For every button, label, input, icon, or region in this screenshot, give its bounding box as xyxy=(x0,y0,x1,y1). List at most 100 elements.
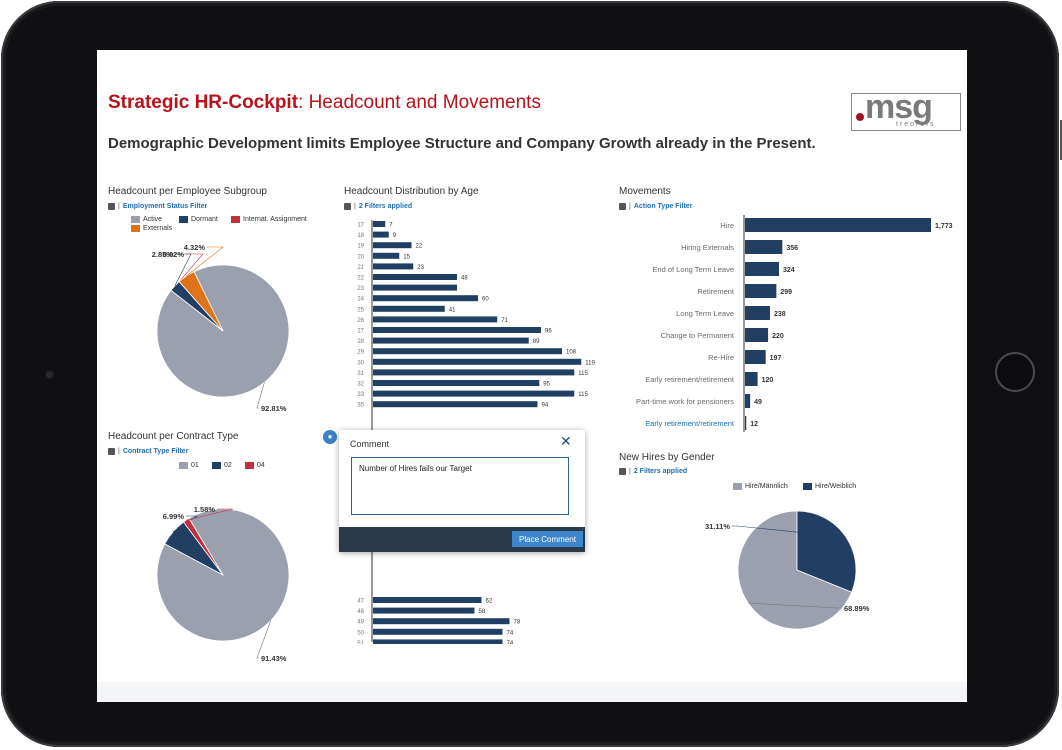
bar[interactable] xyxy=(373,628,503,635)
value-label: 71 xyxy=(501,318,508,324)
age-title: Headcount Distribution by Age xyxy=(344,186,479,197)
gender-legend: Hire/Männlich Hire/Weiblich xyxy=(733,483,893,493)
subgroup-filter[interactable]: | Employment Status Filter xyxy=(108,203,207,210)
bar[interactable] xyxy=(745,372,758,386)
value-label: 108 xyxy=(566,350,577,356)
bar[interactable] xyxy=(373,597,482,603)
bar[interactable] xyxy=(745,350,766,364)
bar[interactable] xyxy=(373,401,538,408)
data-label: 1.58% xyxy=(194,505,216,514)
bar[interactable] xyxy=(745,394,751,408)
bar[interactable] xyxy=(373,337,529,344)
category-label: Part-time work for pensioners xyxy=(636,397,734,406)
legend-item[interactable]: Active xyxy=(131,216,162,223)
bar[interactable] xyxy=(745,284,777,298)
bar[interactable] xyxy=(373,274,457,280)
age-filter[interactable]: | 2 Filters applied xyxy=(344,203,412,210)
bar[interactable] xyxy=(373,305,445,312)
value-label: 49 xyxy=(754,399,762,406)
comment-textarea[interactable]: Number of Hires fails our Target xyxy=(351,457,569,515)
data-label: 68.89% xyxy=(844,604,870,613)
value-label: 356 xyxy=(786,245,798,252)
contract-title: Headcount per Contract Type xyxy=(108,431,239,442)
legend-item[interactable]: Internat. Assignment xyxy=(231,216,307,223)
value-label: 95 xyxy=(543,382,550,388)
value-label: 94 xyxy=(542,403,549,409)
home-button[interactable] xyxy=(995,352,1035,392)
bar[interactable] xyxy=(373,358,582,365)
screen: Strategic HR-Cockpit: Headcount and Move… xyxy=(97,50,967,702)
gender-filter-label: 2 Filters applied xyxy=(633,468,688,475)
bar[interactable] xyxy=(373,242,412,249)
gender-filter[interactable]: | 2 Filters applied xyxy=(619,468,687,475)
close-icon[interactable]: ✕ xyxy=(560,433,572,449)
age-label: 25 xyxy=(357,307,364,313)
legend-item[interactable]: Hire/Männlich xyxy=(733,483,788,490)
legend-item[interactable]: 01 xyxy=(179,462,199,469)
value-label: 62 xyxy=(486,599,493,605)
age-label: 49 xyxy=(357,620,364,626)
value-label: 15 xyxy=(403,254,410,260)
bar[interactable] xyxy=(373,231,389,238)
place-comment-button[interactable]: Place Comment xyxy=(512,531,583,547)
value-label: 238 xyxy=(774,311,786,318)
value-label: 197 xyxy=(770,355,782,362)
contract-filter[interactable]: | Contract Type Filter xyxy=(108,448,188,455)
tablet-side-button xyxy=(1060,120,1062,160)
filter-icon xyxy=(108,203,115,210)
comment-bubble-icon[interactable]: ● xyxy=(323,430,337,444)
value-label: 74 xyxy=(507,630,514,636)
bar[interactable] xyxy=(373,284,457,291)
category-label: Long Term Leave xyxy=(676,309,734,318)
leader-line xyxy=(172,515,198,533)
age-label: 23 xyxy=(357,286,364,292)
bar[interactable] xyxy=(373,618,510,625)
bar[interactable] xyxy=(373,639,503,644)
msg-logo: msg treorbis xyxy=(851,93,961,131)
bar[interactable] xyxy=(373,390,575,397)
legend-item[interactable]: 02 xyxy=(212,462,232,469)
bar[interactable] xyxy=(373,263,414,270)
value-label: 9 xyxy=(393,233,397,239)
bar[interactable] xyxy=(745,328,769,342)
legend-item[interactable]: Externals xyxy=(131,225,172,232)
category-label: Re-Hire xyxy=(708,353,734,362)
bar[interactable] xyxy=(745,306,770,320)
movements-title: Movements xyxy=(619,186,671,197)
bar[interactable] xyxy=(373,316,498,323)
leader-line xyxy=(732,525,846,538)
contract-pie-chart: 91.43% 6.99% 1.58% xyxy=(156,505,290,663)
bar[interactable] xyxy=(373,252,400,259)
movements-bar-chart: Hire 1,773 Hiring Externals 356 End of Long … xyxy=(636,215,953,432)
data-label: 6.99% xyxy=(163,512,185,521)
bar[interactable] xyxy=(373,380,540,386)
age-label: 27 xyxy=(357,329,364,335)
legend-item[interactable]: Dormant xyxy=(179,216,218,223)
bar[interactable] xyxy=(373,295,478,302)
category-label: Change to Permanent xyxy=(661,331,735,340)
bar[interactable] xyxy=(373,221,386,227)
legend-item[interactable]: 04 xyxy=(245,462,265,469)
bar[interactable] xyxy=(373,327,541,333)
filter-icon xyxy=(344,203,351,210)
bar[interactable] xyxy=(373,348,562,355)
age-label: 21 xyxy=(357,265,364,271)
bar[interactable] xyxy=(745,218,931,232)
pie-slice[interactable] xyxy=(178,271,224,332)
value-label: 119 xyxy=(585,360,595,366)
page-title-rest: : Headcount and Movements xyxy=(298,92,541,113)
pie-slice[interactable] xyxy=(183,517,224,576)
age-label: 18 xyxy=(357,233,364,239)
bar[interactable] xyxy=(373,369,575,376)
bar[interactable] xyxy=(745,262,779,276)
age-label: 17 xyxy=(357,223,364,229)
bar[interactable] xyxy=(745,240,783,254)
logo-subtext: treorbis xyxy=(896,121,936,128)
bar[interactable] xyxy=(373,607,475,614)
gender-pie-chart: 68.89% 31.11% xyxy=(705,510,870,630)
subgroup-filter-label: Employment Status Filter xyxy=(122,203,208,210)
movements-filter[interactable]: | Action Type Filter xyxy=(619,203,692,210)
legend-item[interactable]: Hire/Weiblich xyxy=(803,483,856,490)
bar[interactable] xyxy=(745,416,747,430)
category-label[interactable]: Early retirement/retirement xyxy=(645,419,735,428)
